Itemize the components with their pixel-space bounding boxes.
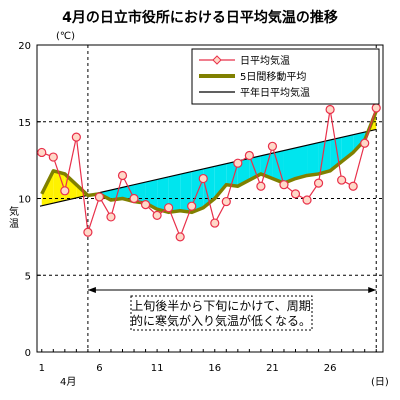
data-point-daily — [94, 192, 105, 202]
data-point-daily — [325, 104, 335, 115]
y-tick-label: 0 — [25, 348, 31, 359]
anomaly-fill-segment — [157, 177, 169, 213]
anomaly-fill-segment — [226, 161, 238, 187]
legend-box — [191, 48, 380, 105]
x-tick-label: 1 — [39, 363, 45, 374]
y-tick-label: 5 — [25, 271, 31, 282]
anomaly-fill-segment — [53, 170, 65, 204]
anomaly-fill-segment — [168, 174, 181, 213]
x-tick-label: 6 — [96, 363, 102, 374]
anomaly-fill-segment — [341, 134, 354, 162]
annotation-arrow-head-right — [368, 287, 377, 293]
data-point-daily — [210, 218, 220, 228]
x-tick-label: 16 — [208, 363, 221, 374]
data-point-daily — [117, 170, 128, 181]
legend-label-daily: 日平均気温 — [240, 54, 290, 67]
data-point-daily — [267, 141, 278, 151]
annotation-arrow-head-left — [87, 287, 96, 293]
x-axis-month-label: 4月 — [60, 376, 76, 388]
legend-marker-daily — [212, 55, 222, 65]
data-point-daily — [187, 201, 197, 211]
data-point-daily — [106, 212, 116, 222]
series-line-daily — [41, 107, 377, 239]
anomaly-fill-segment — [283, 147, 296, 184]
data-point-daily — [175, 232, 185, 242]
annotation-line-1: 上旬後半から下旬にかけて、周期 — [131, 299, 310, 313]
data-point-daily — [152, 210, 162, 220]
data-point-daily — [290, 189, 301, 199]
legend-label-moving-average: 5日間移動平均 — [240, 70, 306, 83]
chart-title: 4月の日立市役所における日平均気温の推移 — [62, 9, 338, 26]
data-point-daily — [164, 203, 174, 213]
legend: 日平均気温 5日間移動平均 平年日平均気温 — [191, 48, 380, 105]
data-point-daily — [279, 180, 289, 190]
data-point-daily — [198, 173, 208, 184]
annotation-box — [130, 295, 313, 331]
x-tick-label: 11 — [151, 363, 164, 374]
data-point-daily — [140, 200, 151, 210]
data-point-daily — [348, 181, 358, 191]
legend-label-normal: 平年日平均気温 — [240, 86, 310, 99]
data-point-daily — [371, 103, 381, 113]
x-axis-unit: (日) — [371, 377, 389, 388]
y-axis-unit: (℃) — [56, 31, 75, 42]
anomaly-fill-segment — [180, 171, 192, 213]
data-point-daily — [83, 227, 93, 237]
y-tick-label: 20 — [18, 41, 31, 52]
data-point-daily — [302, 195, 312, 205]
y-tick-label: 15 — [18, 118, 31, 129]
data-point-daily — [37, 147, 47, 158]
x-tick-label: 26 — [324, 363, 337, 374]
data-point-daily — [233, 158, 243, 168]
data-point-daily — [129, 193, 139, 204]
anomaly-fill-segment — [110, 187, 123, 201]
annotation: 上旬後半から下旬にかけて、周期 的に寒気が入り気温が低くなる。 — [87, 287, 377, 331]
data-point-daily — [337, 175, 347, 185]
data-point-daily — [313, 178, 324, 188]
annotation-line-2: 的に寒気が入り気温が低くなる。 — [131, 313, 311, 328]
y-tick-label: 10 — [18, 195, 31, 206]
anomaly-fill-segment — [307, 142, 319, 176]
data-point-daily — [221, 196, 231, 207]
anomaly-fill-segment — [214, 163, 227, 199]
data-point-daily — [360, 138, 370, 148]
data-point-daily — [48, 152, 58, 162]
data-point-daily — [244, 150, 254, 161]
anomaly-fill-segment — [295, 145, 308, 179]
data-point-daily — [256, 181, 266, 191]
data-point-daily — [71, 132, 81, 142]
y-axis-label: 気温 — [7, 205, 19, 230]
x-tick-label: 21 — [266, 363, 279, 374]
data-point-daily — [60, 186, 70, 196]
